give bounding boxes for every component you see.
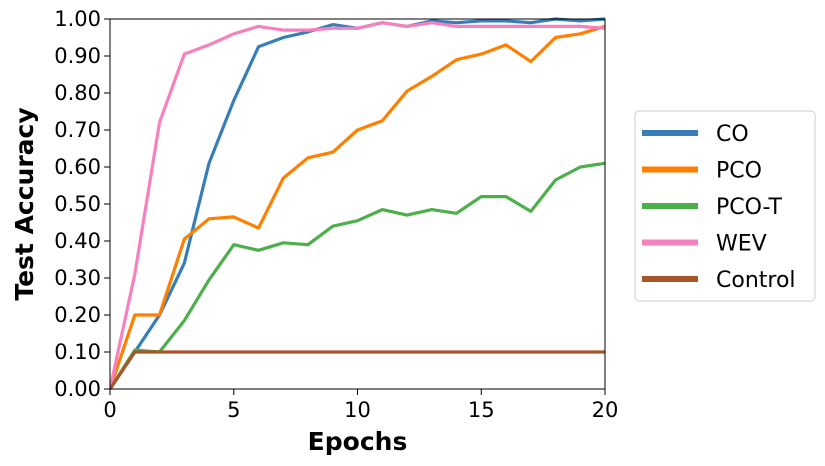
y-tick-label: 0.70 <box>54 118 101 142</box>
series-lines <box>110 17 605 390</box>
x-tick-label: 0 <box>103 398 116 422</box>
y-tick-label: 0.60 <box>54 155 101 179</box>
y-tick-label: 0.50 <box>54 192 101 216</box>
y-tick-label: 0.20 <box>54 303 101 327</box>
series-line-control <box>110 350 605 390</box>
y-axis-title: Test Accuracy <box>10 107 39 300</box>
plot-area-frame <box>109 18 606 390</box>
axis-ticks: 0.00 0.10 0.20 0.30 0.40 0.50 0.60 0.70 0.80 0.90… <box>54 7 618 422</box>
y-tick-label: 0.10 <box>54 340 101 364</box>
legend-label: WEV <box>716 232 767 257</box>
y-tick-label: 0.30 <box>54 266 101 290</box>
legend-label: PCO <box>716 159 762 184</box>
x-tick-label: 15 <box>468 398 495 422</box>
legend-box <box>634 110 816 302</box>
y-tick-label: 0.80 <box>54 81 101 105</box>
x-tick-label: 20 <box>592 398 619 422</box>
x-tick-label: 10 <box>344 398 371 422</box>
y-tick-label: 0.90 <box>54 44 101 68</box>
x-axis-title: Epochs <box>308 427 408 456</box>
x-tick-label: 5 <box>227 398 240 422</box>
y-tick-label: 0.40 <box>54 229 101 253</box>
legend-label: Control <box>716 268 796 293</box>
y-tick-label: 1.00 <box>54 7 101 31</box>
legend-label: PCO-T <box>716 195 782 220</box>
legend-label: CO <box>716 122 749 147</box>
legend: CO PCO PCO-T WEV Control <box>634 110 816 302</box>
y-tick-label: 0.00 <box>54 377 101 401</box>
series-line-co <box>110 17 605 390</box>
series-line-wev <box>110 21 605 390</box>
series-line-pco-t <box>110 161 605 390</box>
series-line-pco <box>110 24 605 390</box>
